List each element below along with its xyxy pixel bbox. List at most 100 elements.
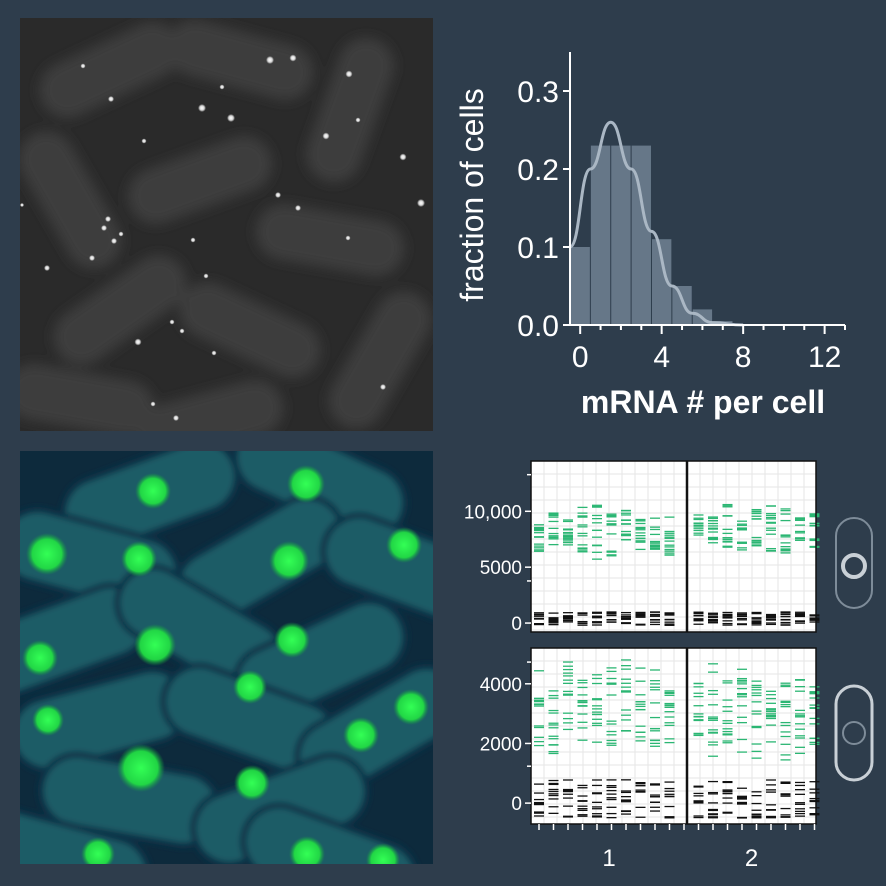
- hist-bar: [651, 239, 672, 325]
- mrna-spot: [322, 132, 330, 140]
- hist-bar: [611, 145, 631, 325]
- nucleus: [32, 704, 64, 736]
- nucleus: [121, 541, 157, 577]
- mrna-spot: [80, 63, 86, 69]
- toggle-upper[interactable]: [835, 517, 873, 609]
- mrna-spot: [111, 238, 117, 244]
- x-tick-label: 4: [653, 341, 670, 374]
- cell-outline: [166, 19, 314, 101]
- hist-bar: [590, 145, 611, 325]
- nucleus: [393, 689, 429, 725]
- mrna-spot: [295, 205, 301, 211]
- mrna-spot: [198, 104, 206, 112]
- cell-outline: [328, 291, 432, 429]
- cell-outline: [20, 131, 122, 269]
- mrna-spot: [190, 237, 196, 243]
- y-axis-label: fraction of cells: [454, 88, 490, 301]
- y-tick-label: 10,000: [464, 502, 522, 523]
- nucleus: [343, 717, 379, 753]
- nuclei-micrograph: [20, 451, 433, 864]
- nucleus: [135, 473, 171, 509]
- strip-chart: 0 5000 10,000 0 2000 4000 1 2: [464, 460, 820, 872]
- nucleus: [26, 533, 68, 575]
- y-tick-label: 0.3: [517, 76, 559, 109]
- y-tick-label: 4000: [480, 675, 522, 696]
- y-tick-label: 0.0: [517, 310, 559, 343]
- mrna-spot: [179, 328, 185, 334]
- mrna-spot: [266, 56, 274, 64]
- y-tick-label: 2000: [480, 734, 522, 755]
- mrna-spot: [219, 84, 225, 90]
- cell-outline: [20, 363, 155, 431]
- green-nuclei: [22, 465, 429, 864]
- nucleus: [289, 836, 325, 864]
- mrna-spot: [355, 117, 361, 123]
- mrna-spot: [203, 273, 209, 279]
- mrna-spot: [345, 70, 353, 78]
- y-tick-label: 5000: [480, 558, 522, 579]
- mrna-spot: [44, 265, 50, 271]
- mrna-spot: [108, 96, 114, 102]
- mrna-spot: [275, 192, 281, 198]
- density-curve: [568, 120, 744, 327]
- x-tick-label: 8: [735, 341, 752, 374]
- x-tick-label: 12: [808, 341, 841, 374]
- panel-border: [530, 460, 817, 633]
- hist-bar: [672, 286, 692, 325]
- cell-body: [240, 802, 420, 864]
- nucleus: [234, 765, 270, 801]
- nucleus: [386, 527, 422, 563]
- nucleus: [134, 624, 176, 666]
- strip-panel: 0 2000 4000: [480, 647, 820, 825]
- mrna-spot: [105, 216, 111, 222]
- cell-body: [20, 807, 152, 864]
- nucleus: [287, 465, 325, 503]
- hist-bar: [631, 145, 651, 325]
- y-tick-label: 0: [511, 614, 522, 635]
- x-axis-label: mRNA # per cell: [581, 384, 825, 420]
- cell-outline: [39, 22, 181, 118]
- cell-outline: [305, 37, 395, 183]
- mrna-spot: [173, 415, 179, 421]
- cell-outline: [127, 135, 273, 225]
- nucleus: [233, 670, 267, 704]
- toggle-lower-knob: [842, 721, 866, 745]
- cell-outline: [179, 282, 321, 378]
- mrna-spot: [150, 401, 156, 407]
- y-tick-label: 0: [511, 794, 522, 815]
- strip-panel: 0 5000 10,000: [464, 460, 820, 635]
- toggle-upper-knob: [841, 553, 867, 579]
- x-category-label: 2: [745, 845, 758, 872]
- mrna-spot: [380, 384, 386, 390]
- cell-outline: [53, 255, 187, 365]
- mrna-spot: [141, 138, 147, 144]
- mrna-spot: [134, 338, 142, 346]
- mrna-spot: [118, 231, 124, 237]
- mrna-spot: [227, 114, 235, 122]
- toggle-lower[interactable]: [834, 684, 874, 782]
- y-tick-label: 0.1: [517, 232, 559, 265]
- mrna-spot: [289, 54, 297, 62]
- mrna-spot: [89, 255, 95, 261]
- y-tick-label: 0.2: [517, 154, 559, 187]
- nucleus: [366, 843, 400, 864]
- mrna-spot: [399, 153, 407, 161]
- cell-outline: [255, 203, 405, 277]
- mrna-spot: [211, 350, 217, 356]
- smfish-micrograph: [20, 18, 433, 431]
- nucleus: [274, 622, 310, 658]
- nucleus: [81, 837, 115, 864]
- cell-body: [320, 512, 433, 628]
- mrna-spot: [101, 225, 107, 231]
- nucleus: [269, 541, 309, 581]
- hist-bar: [570, 247, 590, 325]
- mrna-spot: [169, 319, 175, 325]
- mrna-spot: [20, 203, 24, 207]
- panel-border: [530, 647, 817, 825]
- mrna-spots: [20, 54, 425, 421]
- x-tick-label: 0: [572, 341, 589, 374]
- x-category-label: 1: [602, 845, 615, 872]
- mrna-spot: [345, 235, 351, 241]
- histogram-chart: 0.0 0.1 0.2 0.3 0 4 8 12 mRNA # per cell fraction…: [454, 52, 846, 420]
